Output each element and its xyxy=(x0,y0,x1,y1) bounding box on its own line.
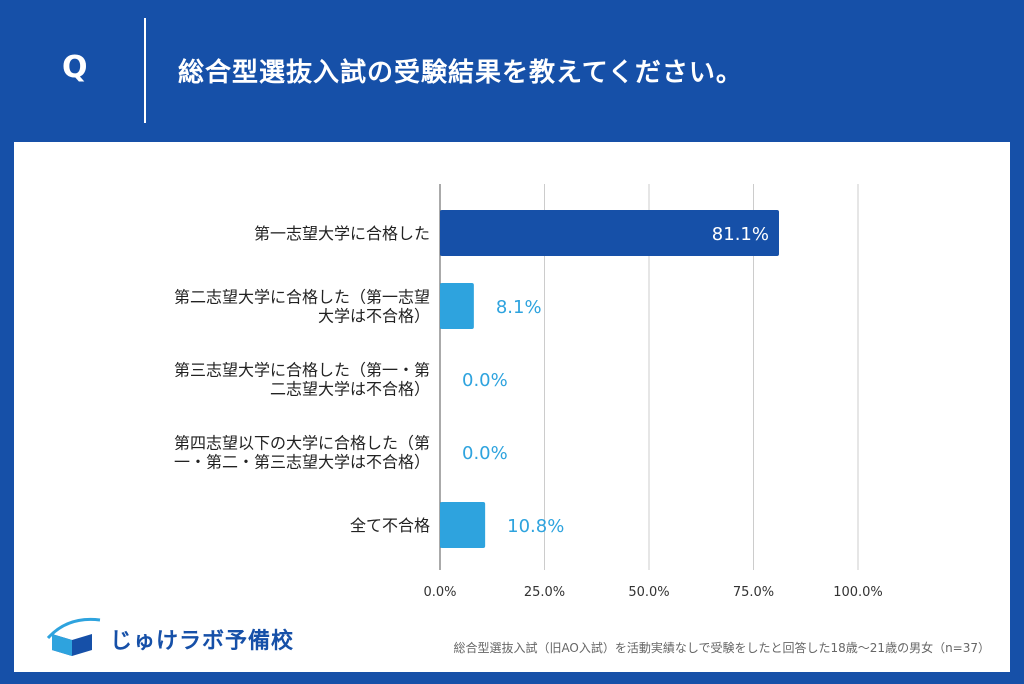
logo-text: じゅけラボ予備校 xyxy=(110,629,295,654)
data-label: 10.8% xyxy=(507,516,564,537)
x-tick-label: 50.0% xyxy=(628,585,669,600)
data-label: 0.0% xyxy=(462,443,508,464)
category-label: 第四志望以下の大学に合格した（第 xyxy=(174,434,430,453)
chart-panel: 0.0% 25.0% 50.0% 75.0% 100.0% 81.1% 第一志望大学に合格し… xyxy=(14,142,1010,672)
bar xyxy=(440,502,486,548)
category-label: 二志望大学は不合格） xyxy=(270,380,430,399)
category-label: 第三志望大学に合格した（第一・第 xyxy=(174,361,430,380)
survey-footnote: 総合型選抜入試（旧AO入試）を活動実績なしで受験をしたと回答した18歳〜21歳の… xyxy=(453,641,990,655)
category-label: 大学は不合格） xyxy=(318,307,430,326)
category-label: 第二志望大学に合格した（第一志望 xyxy=(174,288,430,307)
x-tick-label: 0.0% xyxy=(423,585,456,600)
x-tick-label: 25.0% xyxy=(524,585,565,600)
data-label: 8.1% xyxy=(496,297,542,318)
open-book-swoosh-icon xyxy=(46,617,101,656)
bar xyxy=(440,210,779,256)
q-label: Q xyxy=(62,50,88,85)
logo: じゅけラボ予備校 xyxy=(28,612,293,662)
category-label: 一・第二・第三志望大学は不合格） xyxy=(174,453,430,472)
question-header: Q 総合型選抜入試の受験結果を教えてください。 xyxy=(0,0,1024,140)
x-tick-label: 75.0% xyxy=(733,585,774,600)
question-title: 総合型選抜入試の受験結果を教えてください。 xyxy=(178,58,743,88)
bar-chart: 0.0% 25.0% 50.0% 75.0% 100.0% 81.1% 第一志望大学に合格し… xyxy=(174,184,883,600)
x-tick-label: 100.0% xyxy=(833,585,883,600)
bar xyxy=(440,283,474,329)
category-label: 第一志望大学に合格した xyxy=(254,224,430,243)
header-divider xyxy=(144,18,146,123)
data-label: 81.1% xyxy=(712,224,769,245)
category-label: 全て不合格 xyxy=(350,516,430,535)
data-label: 0.0% xyxy=(462,370,508,391)
